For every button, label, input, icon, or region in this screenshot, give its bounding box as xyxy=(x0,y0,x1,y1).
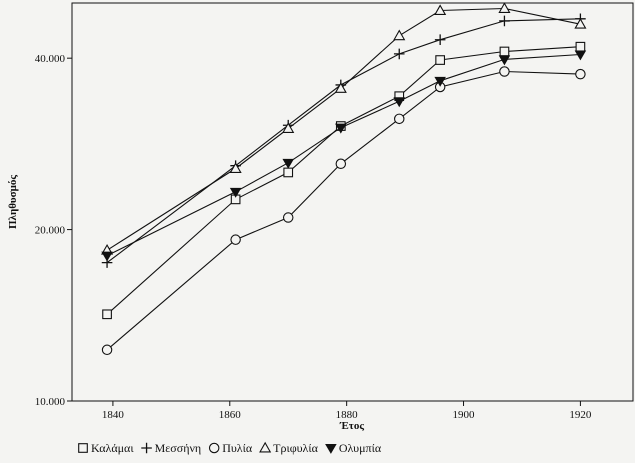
x-tick-label: 1840 xyxy=(102,409,125,421)
legend-item: Ολυμπία xyxy=(325,441,382,455)
legend-label: Καλάμαι xyxy=(91,441,134,455)
data-point xyxy=(393,113,405,125)
legend-marker xyxy=(259,441,272,453)
legend-item: Πυλία xyxy=(208,441,253,455)
legend-marker xyxy=(325,444,337,454)
data-point xyxy=(282,122,295,133)
data-point xyxy=(498,2,511,13)
series-line xyxy=(106,46,581,315)
data-point xyxy=(393,97,406,108)
plot-frame xyxy=(71,2,634,402)
series-layer xyxy=(101,2,587,356)
x-tick-label: 1880 xyxy=(336,409,359,421)
series-line xyxy=(106,18,581,264)
data-point xyxy=(499,66,510,77)
x-axis: 1840 1860 1880 1900 1920 xyxy=(102,401,592,421)
legend-item: Καλάμαι xyxy=(78,441,134,455)
data-point xyxy=(434,34,446,46)
legend-label: Ολυμπία xyxy=(339,441,382,455)
x-tick-label: 1900 xyxy=(453,409,476,421)
y-axis-title: Πληθυσμός xyxy=(7,175,19,229)
data-point xyxy=(282,158,294,169)
data-point xyxy=(283,167,294,178)
data-point xyxy=(393,48,405,60)
legend: Καλάμαι Μεσσήνη Πυλία Τριφυλία Ολυμπία xyxy=(78,441,382,455)
x-tick-label: 1920 xyxy=(569,409,592,421)
series-group xyxy=(101,13,586,268)
data-point xyxy=(434,76,446,87)
series-group xyxy=(101,66,586,356)
data-point xyxy=(335,123,347,134)
data-point xyxy=(393,29,406,41)
x-tick-label: 1860 xyxy=(219,409,242,421)
series-line xyxy=(106,7,581,251)
series-line xyxy=(106,53,581,257)
data-point xyxy=(101,251,113,262)
legend-label: Τριφυλία xyxy=(273,441,318,455)
legend-item: Μεσσήνη xyxy=(141,441,201,455)
data-point xyxy=(435,55,446,65)
data-point xyxy=(335,158,347,170)
legend-marker xyxy=(208,442,220,454)
data-point xyxy=(102,309,112,320)
data-point xyxy=(334,82,347,93)
y-axis: 10.000 20.000 40.000 xyxy=(35,53,72,408)
legend-label: Μεσσήνη xyxy=(155,441,202,455)
data-point xyxy=(101,344,113,356)
data-point xyxy=(499,46,510,57)
data-point xyxy=(282,212,294,223)
legend-label: Πυλία xyxy=(222,441,253,455)
data-point xyxy=(575,41,586,52)
data-point xyxy=(574,50,587,61)
data-point xyxy=(229,162,242,173)
data-point xyxy=(230,234,241,245)
data-point xyxy=(575,68,586,80)
y-tick-label: 10.000 xyxy=(35,396,66,408)
data-point xyxy=(434,4,447,15)
data-point xyxy=(499,15,510,27)
series-line xyxy=(106,70,581,351)
y-tick-label: 20.000 xyxy=(35,225,66,237)
data-point xyxy=(498,55,511,66)
legend-marker xyxy=(141,442,152,454)
legend-item: Τριφυλία xyxy=(259,441,319,455)
data-point xyxy=(574,17,587,29)
y-tick-label: 40.000 xyxy=(35,53,66,65)
data-point xyxy=(229,187,242,198)
x-axis-title: Έτος xyxy=(339,420,364,432)
series-group xyxy=(101,50,587,262)
legend-marker xyxy=(78,443,88,453)
